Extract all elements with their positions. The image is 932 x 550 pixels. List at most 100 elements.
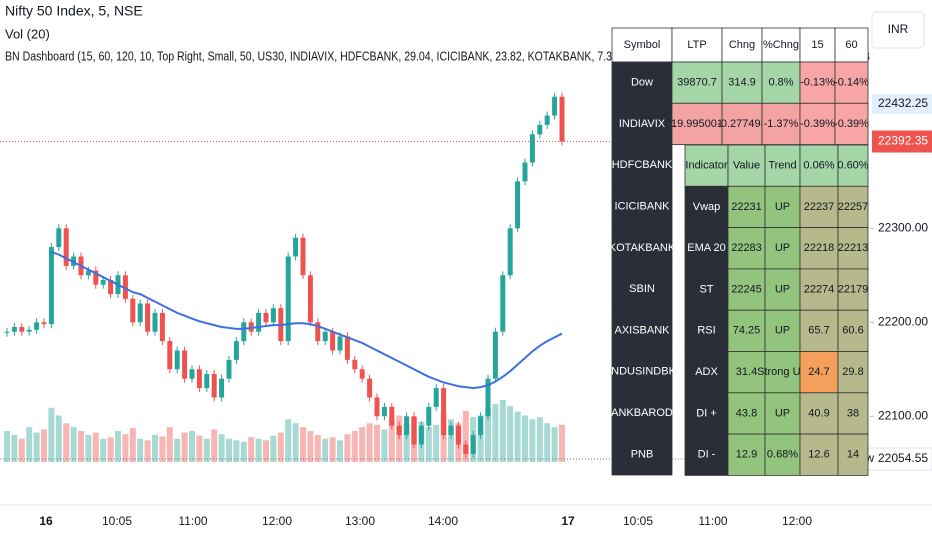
table1-cell xyxy=(761,27,801,63)
table2-cell xyxy=(684,185,729,229)
candle xyxy=(374,397,380,417)
candle xyxy=(130,298,136,323)
candle xyxy=(189,369,195,379)
volume-bar xyxy=(211,429,218,462)
volume-bar xyxy=(18,438,25,462)
candle xyxy=(41,322,47,325)
candle xyxy=(463,444,469,454)
y-tick-label: 22100.00 xyxy=(878,408,928,422)
candle xyxy=(411,416,417,445)
table1-text: -0.39% xyxy=(834,118,869,130)
table2-text: 22179 xyxy=(838,283,869,295)
candle xyxy=(182,350,188,379)
table1-cell xyxy=(799,27,836,63)
candle xyxy=(352,359,358,370)
candle xyxy=(285,256,291,342)
table1-cell xyxy=(671,102,723,146)
table1-cell xyxy=(611,185,673,228)
table1-text: INDIAVIX xyxy=(619,118,666,130)
table1-text: -0.13% xyxy=(800,77,835,89)
table2-text: UP xyxy=(775,325,790,337)
table1-text: -0.14% xyxy=(834,77,869,89)
candle xyxy=(404,416,410,436)
last-price-box xyxy=(872,130,932,153)
volume-bar xyxy=(122,434,129,462)
table1-text: INDUSINDBK xyxy=(608,366,677,378)
table2-text: Indicator xyxy=(685,160,728,172)
volume-bar xyxy=(48,407,55,462)
table2-cell xyxy=(727,144,766,187)
last-price-label: 22392.35 xyxy=(878,134,928,148)
high-price-label: 22432.25 xyxy=(878,96,928,110)
currency-button[interactable] xyxy=(871,11,925,49)
table2-text: ADX xyxy=(695,366,718,378)
table2-cell xyxy=(837,144,869,187)
table2-cell xyxy=(764,227,801,270)
volume-bar xyxy=(263,440,269,462)
table1-text: -1.37% xyxy=(764,118,799,130)
candle xyxy=(485,378,491,417)
table1-cell xyxy=(611,433,673,476)
table2-text: UP xyxy=(775,201,790,213)
table2-text: 12.6 xyxy=(808,449,829,461)
candle xyxy=(544,115,550,125)
volume-bar xyxy=(403,423,410,462)
volume-bar xyxy=(329,437,336,462)
candle xyxy=(63,228,69,266)
table2-cell xyxy=(799,268,839,311)
candle xyxy=(204,373,210,389)
candle xyxy=(4,331,10,333)
y-tick-label: 22300.00 xyxy=(878,220,928,234)
candle xyxy=(233,341,239,360)
volume-bar xyxy=(544,423,551,462)
volume-bar xyxy=(226,438,232,462)
volume-bar xyxy=(70,427,77,462)
x-tick-label: 13:00 xyxy=(345,514,375,528)
table1-text: KOTAKBANK xyxy=(609,242,676,254)
volume-bar xyxy=(26,427,33,462)
currency-label[interactable]: INR xyxy=(888,22,909,36)
candle xyxy=(11,326,17,332)
candle xyxy=(478,416,484,436)
x-tick-label: 12:00 xyxy=(782,514,812,528)
table1-cell xyxy=(761,61,801,104)
candle xyxy=(122,275,128,299)
table1-text: ICICIBANK xyxy=(614,200,670,212)
table1-text: 39870.7 xyxy=(677,77,717,89)
table2-cell xyxy=(799,433,839,476)
x-tick-label: 10:05 xyxy=(623,514,653,528)
candle xyxy=(529,134,535,163)
volume-bar xyxy=(137,438,144,462)
candle xyxy=(426,406,432,426)
volume-bar xyxy=(107,437,114,462)
table1-text: 314.9 xyxy=(728,77,756,89)
volume-bar xyxy=(255,438,262,462)
table2-text: UP xyxy=(775,242,790,254)
table2-text: 22237 xyxy=(804,201,835,213)
candle xyxy=(344,336,350,360)
table2-text: Vwap xyxy=(693,201,721,213)
candle xyxy=(34,322,40,330)
candle xyxy=(307,275,313,323)
volume-bar xyxy=(233,440,240,462)
volume-bar xyxy=(559,424,565,462)
table2-cell xyxy=(684,433,729,476)
table2-text: 22245 xyxy=(731,283,762,295)
table2-cell xyxy=(799,351,839,394)
table1-cell xyxy=(611,61,673,104)
table2-text: 65.7 xyxy=(808,325,829,337)
table2-cell xyxy=(799,227,839,270)
table2-cell xyxy=(764,144,801,187)
volume-bar xyxy=(85,434,92,462)
volume-bar xyxy=(536,417,543,462)
table2-cell xyxy=(799,144,839,187)
table2-cell xyxy=(799,185,839,229)
volume-title: Vol (20) xyxy=(5,26,50,41)
table1-text: BANKBARODA xyxy=(604,407,681,419)
table2-text: 22283 xyxy=(731,242,762,254)
candle xyxy=(26,329,32,332)
table2-text: Strong UP xyxy=(757,366,808,378)
table2-text: DI - xyxy=(698,449,716,461)
table2-text: 22274 xyxy=(804,283,835,295)
table1-text: HDFCBANK xyxy=(612,159,673,171)
